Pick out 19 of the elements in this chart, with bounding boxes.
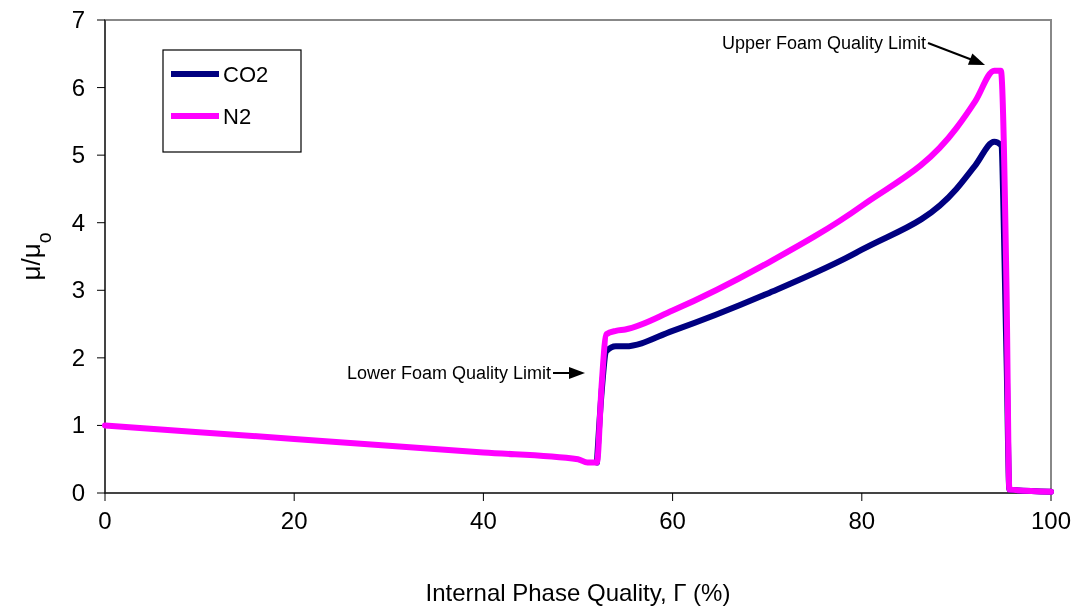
annotation: Upper Foam Quality Limit bbox=[721, 33, 926, 53]
x-tick-label: 20 bbox=[280, 507, 308, 534]
y-tick-label: 3 bbox=[71, 276, 85, 304]
x-tick-label: 0 bbox=[98, 507, 112, 534]
x-tick-label: 40 bbox=[470, 507, 497, 534]
x-tick-label: 80 bbox=[848, 507, 876, 534]
y-tick-label: 4 bbox=[71, 208, 85, 236]
y-tick-label: 0 bbox=[71, 479, 85, 506]
legend-label: N2 bbox=[223, 104, 252, 129]
y-tick-label: 7 bbox=[71, 6, 85, 33]
y-tick-label: 1 bbox=[71, 411, 85, 439]
x-axis-title: Internal Phase Quality, Γ (%) bbox=[425, 579, 731, 606]
x-tick-label: 100 bbox=[1030, 507, 1072, 534]
y-tick-label: 2 bbox=[71, 343, 85, 371]
y-tick-label: 6 bbox=[71, 73, 85, 101]
annotation: Lower Foam Quality Limit bbox=[346, 363, 551, 383]
legend-label: CO2 bbox=[223, 62, 269, 87]
x-tick-label: 60 bbox=[659, 507, 686, 534]
y-tick-label: 5 bbox=[71, 141, 85, 169]
